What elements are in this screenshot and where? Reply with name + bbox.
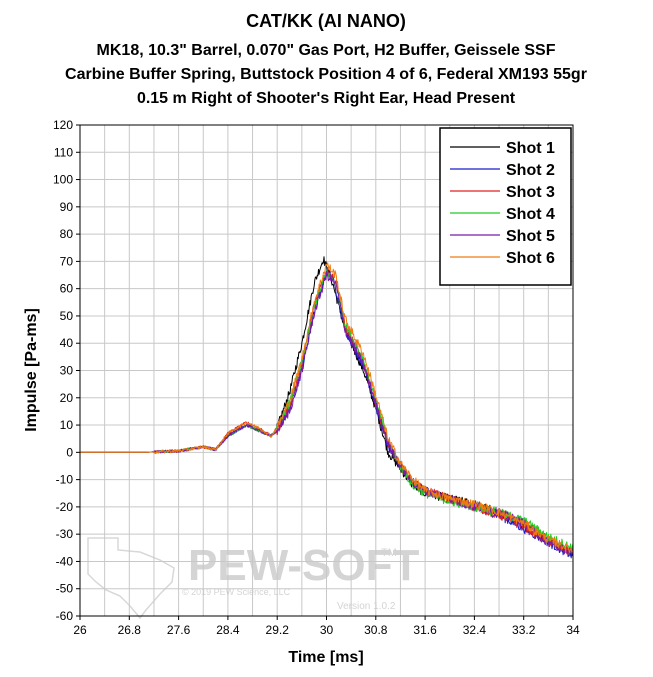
y-tick-label: 80 xyxy=(60,227,74,241)
x-tick-label: 26.8 xyxy=(118,623,142,637)
y-tick-label: -20 xyxy=(56,500,74,514)
x-tick-label: 33.2 xyxy=(512,623,536,637)
y-tick-label: 100 xyxy=(53,173,73,187)
watermark-brand: PEW-SOFT xyxy=(188,541,419,590)
legend-label: Shot 1 xyxy=(506,140,555,157)
y-tick-label: 10 xyxy=(60,418,74,432)
tick-labels: 26 26.8 27.6 28.4 29.2 30 30.8 31.6 32.4 33.2 34 12… xyxy=(53,118,580,637)
y-tick-label: -40 xyxy=(56,554,74,568)
x-tick-label: 31.6 xyxy=(413,623,437,637)
y-tick-label: 90 xyxy=(60,200,74,214)
legend-label: Shot 3 xyxy=(506,184,555,201)
legend-box xyxy=(439,127,572,286)
y-tick-label: -30 xyxy=(56,527,74,541)
y-tick-label: -50 xyxy=(56,582,74,596)
texas-outline-icon xyxy=(87,537,175,620)
legend-label: Shot 2 xyxy=(506,162,555,179)
y-tick-label: 70 xyxy=(60,254,74,268)
x-tick-label: 30 xyxy=(320,623,334,637)
y-axis-label: Impulse [Pa-ms] xyxy=(23,308,40,432)
watermark: PEW-SOFT TM © 2019 PEW Science, LLC Vers… xyxy=(87,537,419,620)
watermark-copyright: © 2019 PEW Science, LLC xyxy=(182,587,291,597)
x-axis-label: Time [ms] xyxy=(288,649,363,666)
legend: Shot 1 Shot 2 Shot 3 Shot 4 Shot 5 Shot 6 xyxy=(439,127,572,286)
y-tick-label: 20 xyxy=(60,391,74,405)
legend-label: Shot 5 xyxy=(506,228,555,245)
y-tick-label: -60 xyxy=(56,609,74,623)
x-tick-label: 26 xyxy=(73,623,87,637)
x-tick-label: 27.6 xyxy=(167,623,191,637)
x-tick-label: 32.4 xyxy=(463,623,487,637)
y-tick-label: 110 xyxy=(54,145,73,159)
y-tick-label: 30 xyxy=(60,364,74,378)
y-tick-label: 120 xyxy=(53,118,73,132)
grid xyxy=(80,125,573,616)
legend-label: Shot 4 xyxy=(506,206,555,223)
chart-subtitle-line-1: MK18, 10.3" Barrel, 0.070" Gas Port, H2 … xyxy=(97,42,556,59)
watermark-version: Version 1.0.2 xyxy=(337,601,396,612)
chart-subtitle-line-3: 0.15 m Right of Shooter's Right Ear, Hea… xyxy=(137,90,516,107)
x-tick-label: 28.4 xyxy=(216,623,240,637)
legend-label: Shot 6 xyxy=(506,250,555,267)
x-tick-label: 34 xyxy=(566,623,580,637)
chart-title: CAT/KK (AI NANO) xyxy=(246,11,406,31)
x-tick-label: 30.8 xyxy=(364,623,388,637)
chart-subtitle-line-2: Carbine Buffer Spring, Buttstock Positio… xyxy=(65,66,587,83)
y-tick-label: 0 xyxy=(66,445,73,459)
y-tick-label: 50 xyxy=(60,309,74,323)
series-line-shot-6 xyxy=(80,262,574,553)
y-tick-label: 40 xyxy=(60,336,74,350)
x-tick-label: 29.2 xyxy=(266,623,290,637)
watermark-trademark: TM xyxy=(381,547,397,559)
y-tick-label: 60 xyxy=(60,282,74,296)
series-layer xyxy=(80,256,574,559)
y-tick-label: -10 xyxy=(56,473,74,487)
